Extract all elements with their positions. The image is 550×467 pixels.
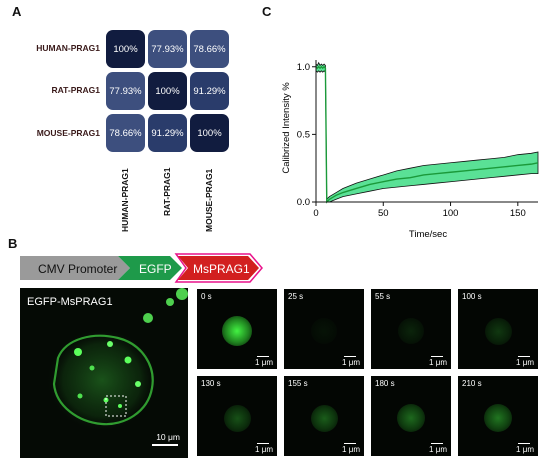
tile-time-label: 180 s bbox=[375, 379, 395, 388]
tile-scale-label: 1 μm bbox=[255, 445, 273, 454]
fluorescent-spot bbox=[484, 317, 512, 345]
main-scale-label: 10 μm bbox=[156, 432, 180, 442]
tile-scale-label: 1 μm bbox=[342, 445, 360, 454]
panel-a-letter: A bbox=[12, 4, 22, 19]
fluorescent-spot bbox=[398, 318, 424, 344]
cell-fluorescence-image bbox=[46, 288, 188, 446]
y-axis-label: Calibrized Intensity % bbox=[281, 82, 292, 174]
main-scale-bar bbox=[152, 444, 178, 446]
timelapse-tile: 100 s 1 μm bbox=[458, 289, 538, 369]
main-micrograph: EGFP-MsPRAG1 10 μm bbox=[20, 288, 188, 458]
tile-scale-label: 1 μm bbox=[342, 358, 360, 367]
tile-scale-label: 1 μm bbox=[255, 358, 273, 367]
egfp-block bbox=[118, 256, 182, 280]
cmv-promoter-block bbox=[20, 256, 130, 280]
msprag1-label: MsPRAG1 bbox=[193, 262, 250, 276]
fluorescent-spot bbox=[310, 404, 338, 432]
tile-time-label: 0 s bbox=[201, 292, 212, 301]
tile-scale-label: 1 μm bbox=[429, 358, 447, 367]
matrix-cell-0-2: 78.66% bbox=[190, 30, 229, 68]
tile-scale-bar bbox=[344, 355, 356, 357]
row-label-mouse: MOUSE-PRAG1 bbox=[36, 128, 100, 138]
fluorescent-spot bbox=[484, 404, 512, 432]
tile-scale-bar bbox=[257, 355, 269, 357]
timelapse-tile: 155 s 1 μm bbox=[284, 376, 364, 456]
matrix-cell-1-0: 77.93% bbox=[106, 72, 145, 110]
tile-time-label: 55 s bbox=[375, 292, 391, 301]
fluorescent-spot bbox=[397, 404, 425, 432]
matrix-cell-2-1: 91.29% bbox=[148, 114, 187, 152]
matrix-cell-0-1: 77.93% bbox=[148, 30, 187, 68]
tile-scale-label: 1 μm bbox=[516, 358, 534, 367]
msprag1-fill bbox=[178, 256, 259, 280]
x-tick-label: 100 bbox=[443, 208, 459, 219]
egfp-label: EGFP bbox=[139, 262, 172, 276]
tile-scale-bar bbox=[518, 355, 530, 357]
x-axis-label: Time/sec bbox=[409, 229, 447, 240]
tile-scale-bar bbox=[431, 355, 443, 357]
mean-line bbox=[315, 65, 539, 204]
matrix-cell-2-0: 78.66% bbox=[106, 114, 145, 152]
timelapse-tile: 180 s 1 μm bbox=[371, 376, 451, 456]
main-image-label: EGFP-MsPRAG1 bbox=[27, 296, 113, 308]
matrix-cell-1-2: 91.29% bbox=[190, 72, 229, 110]
tile-scale-bar bbox=[257, 442, 269, 444]
tile-scale-bar bbox=[344, 442, 356, 444]
y-tick-label: 0.0 bbox=[297, 197, 310, 208]
tile-scale-bar bbox=[431, 442, 443, 444]
matrix-cell-0-0: 100% bbox=[106, 30, 145, 68]
tile-time-label: 210 s bbox=[462, 379, 482, 388]
bleach-roi-box bbox=[105, 395, 127, 417]
tile-time-label: 100 s bbox=[462, 292, 482, 301]
panel-c-letter: C bbox=[262, 4, 272, 19]
timelapse-tile: 25 s 1 μm bbox=[284, 289, 364, 369]
msprag1-block bbox=[174, 253, 263, 283]
matrix-cell-1-1: 100% bbox=[148, 72, 187, 110]
row-label-rat: RAT-PRAG1 bbox=[51, 85, 101, 95]
fluorescent-spot bbox=[223, 404, 251, 432]
tile-scale-label: 1 μm bbox=[516, 445, 534, 454]
tile-scale-bar bbox=[518, 442, 530, 444]
cmv-promoter-label: CMV Promoter bbox=[38, 262, 118, 276]
frap-recovery-chart: 0.0 0.5 1.0 0 50 100 150 Calibrized Intensity … bbox=[281, 60, 539, 240]
tile-time-label: 130 s bbox=[201, 379, 221, 388]
fluorescent-spot bbox=[311, 318, 337, 344]
fluorescent-spot bbox=[222, 316, 252, 346]
x-tick-label: 0 bbox=[313, 208, 318, 219]
y-tick-label: 0.5 bbox=[297, 129, 310, 140]
timelapse-tile: 130 s 1 μm bbox=[197, 376, 277, 456]
timelapse-tile: 210 s 1 μm bbox=[458, 376, 538, 456]
timelapse-tile: 55 s 1 μm bbox=[371, 289, 451, 369]
y-tick-label: 1.0 bbox=[297, 62, 310, 73]
timelapse-tile: 0 s 1 μm bbox=[197, 289, 277, 369]
matrix-cell-2-2: 100% bbox=[190, 114, 229, 152]
tile-time-label: 155 s bbox=[288, 379, 308, 388]
panel-b-letter: B bbox=[8, 236, 18, 251]
tile-time-label: 25 s bbox=[288, 292, 304, 301]
tile-scale-label: 1 μm bbox=[429, 445, 447, 454]
x-tick-label: 150 bbox=[510, 208, 526, 219]
x-tick-label: 50 bbox=[378, 208, 389, 219]
row-label-human: HUMAN-PRAG1 bbox=[36, 43, 100, 53]
